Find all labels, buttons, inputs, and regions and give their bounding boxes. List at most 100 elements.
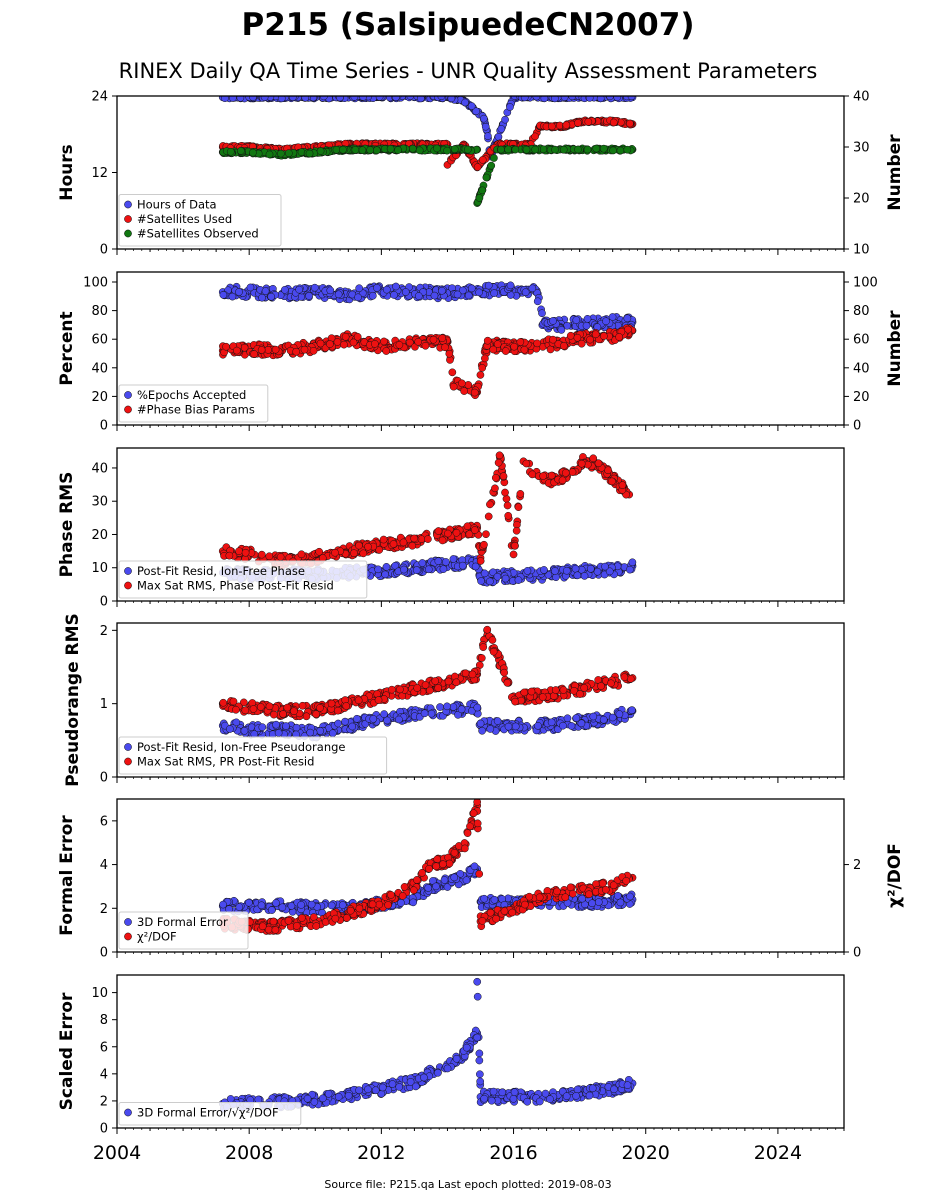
data-point xyxy=(409,542,416,549)
data-point xyxy=(574,334,581,341)
y-tick-label: 1 xyxy=(100,697,108,712)
y-axis-label: Pseudorange RMS xyxy=(63,613,83,787)
panel-2-points xyxy=(219,282,636,399)
data-point xyxy=(500,473,507,480)
data-point xyxy=(375,696,382,703)
data-point xyxy=(373,284,380,291)
data-point xyxy=(425,884,432,891)
data-point xyxy=(511,542,518,549)
y-axis-label: Hours xyxy=(57,144,77,201)
data-point xyxy=(235,288,242,295)
data-point xyxy=(490,290,497,297)
data-point xyxy=(445,678,452,685)
data-point xyxy=(451,874,458,881)
data-point xyxy=(298,901,305,908)
data-point xyxy=(472,563,479,570)
data-point xyxy=(413,567,420,574)
data-point xyxy=(443,703,450,710)
data-point xyxy=(356,285,363,292)
data-point xyxy=(416,147,423,154)
data-point xyxy=(350,339,357,346)
data-point xyxy=(442,558,449,565)
data-point xyxy=(327,287,334,294)
data-point xyxy=(329,730,336,737)
data-point xyxy=(564,715,571,722)
data-point xyxy=(563,567,570,574)
data-point xyxy=(595,460,602,467)
data-point xyxy=(573,316,580,323)
data-point xyxy=(477,371,484,378)
data-point xyxy=(227,148,234,155)
data-point xyxy=(247,284,254,291)
data-point xyxy=(477,720,484,727)
data-point xyxy=(258,551,265,558)
data-point xyxy=(469,671,476,678)
data-point xyxy=(517,338,524,345)
data-point xyxy=(600,332,607,339)
data-point xyxy=(258,902,265,909)
data-point xyxy=(258,346,265,353)
data-point xyxy=(479,187,486,194)
data-point xyxy=(462,670,469,677)
data-point xyxy=(562,469,569,476)
data-point xyxy=(614,892,621,899)
data-point xyxy=(626,120,633,127)
data-point xyxy=(578,460,585,467)
data-point xyxy=(380,338,387,345)
data-point xyxy=(572,565,579,572)
data-point xyxy=(480,115,487,122)
data-point xyxy=(396,686,403,693)
data-point xyxy=(478,654,485,661)
data-point xyxy=(496,452,503,459)
data-point xyxy=(359,147,366,154)
data-point xyxy=(479,727,486,734)
data-point xyxy=(609,147,616,154)
data-point xyxy=(317,340,324,347)
data-point xyxy=(494,573,501,580)
data-point xyxy=(578,720,585,727)
data-point xyxy=(581,572,588,579)
data-point xyxy=(251,350,258,357)
data-point xyxy=(259,724,266,731)
data-point xyxy=(415,292,422,299)
y-tick-label: 24 xyxy=(91,90,108,105)
legend: %Epochs Accepted#Phase Bias Params xyxy=(119,385,268,422)
data-point xyxy=(601,563,608,570)
data-point xyxy=(463,877,470,884)
data-point xyxy=(355,542,362,549)
data-point xyxy=(249,149,256,156)
data-point xyxy=(529,471,536,478)
data-point xyxy=(414,684,421,691)
data-point xyxy=(548,472,555,479)
data-point xyxy=(440,566,447,573)
data-point xyxy=(549,317,556,324)
data-point xyxy=(435,558,442,565)
data-point xyxy=(484,133,491,140)
data-point xyxy=(491,896,498,903)
data-point xyxy=(476,289,483,296)
data-point xyxy=(617,899,624,906)
data-point xyxy=(588,900,595,907)
data-point xyxy=(624,315,631,322)
data-point xyxy=(394,147,401,154)
y2-tick-label: 100 xyxy=(853,276,878,291)
data-point xyxy=(490,648,497,655)
y-tick-label: 40 xyxy=(91,461,108,476)
data-point xyxy=(461,99,468,106)
data-point xyxy=(626,893,633,900)
data-point xyxy=(584,315,591,322)
data-point xyxy=(453,529,460,536)
data-point xyxy=(587,565,594,572)
data-point xyxy=(359,93,366,100)
y2-tick-label: 60 xyxy=(853,333,870,348)
data-point xyxy=(303,713,310,720)
data-point xyxy=(532,146,539,153)
y-tick-label: 80 xyxy=(91,304,108,319)
data-point xyxy=(369,292,376,299)
